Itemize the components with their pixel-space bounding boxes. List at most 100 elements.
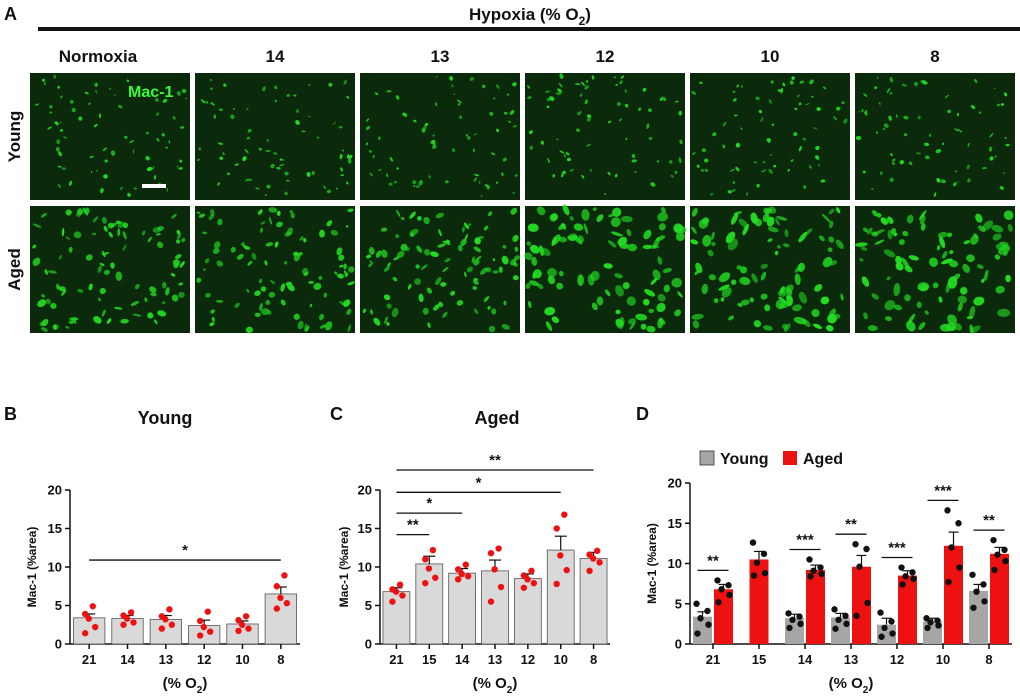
data-point: [235, 627, 242, 635]
microglia-cell: [892, 161, 895, 166]
column-header: Normoxia: [59, 47, 138, 66]
data-point: [89, 603, 96, 610]
microglia-cell: [624, 103, 629, 108]
microglia-cell: [580, 81, 586, 86]
data-point: [923, 615, 930, 622]
data-point: [718, 586, 725, 593]
microglia-cell: [268, 207, 278, 213]
microglia-cell: [874, 239, 885, 245]
data-point: [273, 605, 281, 612]
microglia-cell: [929, 257, 938, 267]
microglia-cell: [936, 244, 941, 251]
microglia-cell: [308, 84, 311, 87]
microglia-cell: [732, 181, 736, 184]
microglia-cell: [476, 256, 482, 261]
microglia-cell: [346, 181, 349, 185]
microglia-cell: [829, 308, 837, 318]
microglia-cell: [768, 168, 773, 174]
microglia-cell: [978, 111, 982, 114]
microglia-cell: [487, 211, 493, 217]
data-point: [856, 563, 863, 570]
microglia-cell: [933, 192, 937, 198]
microglia-cell: [551, 234, 561, 245]
microglia-cell: [644, 289, 656, 297]
microglia-cell: [727, 190, 732, 194]
significance-label: ***: [934, 482, 952, 499]
microglia-cell: [779, 302, 789, 309]
microglia-cell: [198, 147, 202, 151]
microglia-cell: [473, 277, 479, 282]
legend-swatch-aged: [783, 451, 797, 465]
microglia-cell: [264, 260, 268, 266]
microglia-cell: [634, 171, 637, 174]
microglia-cell: [712, 132, 717, 137]
microglia-cell: [217, 142, 224, 145]
microglia-cell: [650, 182, 656, 187]
microglia-cell: [811, 308, 820, 318]
microglia-cell: [778, 296, 788, 304]
microglia-cell: [691, 208, 698, 217]
microglia-cell: [502, 157, 507, 162]
data-point: [760, 550, 768, 558]
bar: [513, 578, 542, 645]
microglia-cell: [289, 210, 293, 214]
microglia-cell: [378, 169, 382, 171]
bar: [579, 558, 608, 645]
x-tick-label: 8: [985, 652, 992, 667]
microglia-cell: [130, 300, 140, 307]
microglia-cell: [725, 231, 736, 244]
microglia-cell: [527, 223, 539, 232]
data-point: [593, 547, 601, 555]
micrograph-tile: [690, 73, 850, 200]
column-header: 12: [596, 47, 615, 66]
microglia-cell: [172, 116, 176, 120]
microglia-cell: [132, 149, 135, 154]
microglia-cell: [671, 277, 682, 288]
microglia-cell: [368, 263, 372, 268]
microglia-cell: [992, 233, 1002, 241]
microglia-cell: [820, 296, 830, 305]
microglia-cell: [635, 313, 648, 321]
microglia-cell: [368, 246, 375, 255]
bar-aged: [898, 575, 917, 644]
microglia-cell: [823, 86, 827, 90]
microglia-cell: [366, 125, 370, 131]
microglia-cell: [347, 154, 353, 159]
microglia-cell: [146, 166, 153, 172]
y-tick-label: 10: [668, 556, 682, 571]
y-tick-label: 5: [55, 598, 62, 613]
microglia-cell: [558, 270, 564, 277]
microglia-cell: [262, 86, 266, 92]
microglia-cell: [201, 231, 208, 235]
microglia-cell: [117, 228, 121, 237]
microglia-cell: [203, 268, 206, 271]
x-tick-label: 14: [455, 652, 470, 667]
microglia-cell: [760, 117, 764, 123]
microglia-cell: [368, 150, 373, 153]
tile-background: [195, 206, 355, 333]
microglia-cell: [270, 163, 275, 169]
microglia-cell: [813, 127, 818, 130]
microglia-cell: [339, 300, 345, 306]
microglia-cell: [209, 79, 213, 82]
microglia-cell: [512, 125, 517, 128]
data-point: [806, 556, 813, 563]
microglia-cell: [967, 142, 970, 147]
microglia-cell: [704, 158, 709, 163]
microglia-cell: [490, 152, 496, 156]
microglia-cell: [558, 223, 566, 230]
microglia-cell: [375, 250, 382, 258]
microglia-cell: [346, 154, 349, 159]
microglia-cell: [435, 102, 438, 106]
data-point: [462, 561, 469, 568]
microglia-cell: [568, 233, 578, 242]
microglia-cell: [93, 123, 98, 128]
microglia-cell: [179, 159, 183, 163]
data-point: [589, 555, 597, 562]
microglia-cell: [527, 85, 530, 89]
microglia-cell: [370, 309, 373, 315]
microglia-cell: [511, 82, 516, 86]
microglia-cell: [176, 91, 181, 96]
microglia-cell: [483, 225, 489, 231]
microglia-cell: [170, 273, 176, 277]
